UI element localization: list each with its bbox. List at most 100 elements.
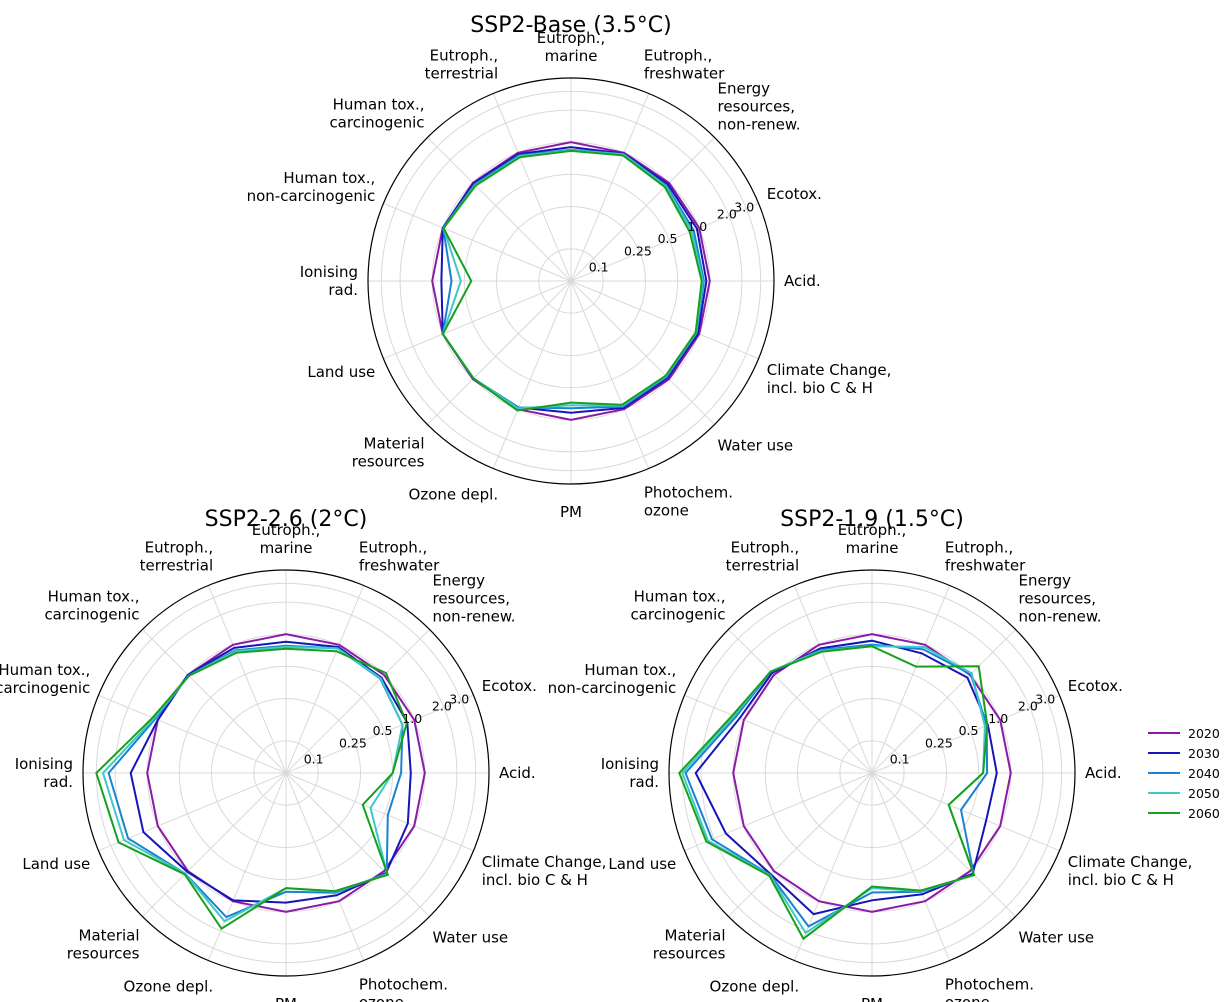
category-label: Human tox., carcinogenic: [44, 587, 139, 623]
category-label: PM: [275, 995, 297, 1002]
category-label: Eutroph., terrestrial: [425, 46, 498, 82]
category-label: Ionising rad.: [15, 755, 73, 791]
category-label: Acid.: [1085, 764, 1122, 782]
category-label: Water use: [433, 929, 509, 947]
legend-label-2060: 2060: [1188, 806, 1220, 821]
category-label: Material resources: [67, 927, 140, 963]
category-label: Ecotox.: [1068, 677, 1123, 695]
radial-tick-label: 0.25: [624, 243, 652, 258]
grid-spoke: [570, 202, 759, 282]
series-line-2030: [694, 639, 998, 916]
grid-spoke: [427, 137, 572, 282]
series-line-2050: [681, 645, 986, 935]
radial-tick-label: 1.0: [687, 219, 707, 234]
category-label: Eutroph., terrestrial: [140, 538, 213, 574]
category-label: Eutroph., marine: [838, 521, 906, 557]
radial-tick-label: 3.0: [1035, 691, 1055, 706]
category-label: Human tox.,non-carcinogenic: [247, 169, 376, 205]
category-label: Land use: [307, 363, 375, 381]
polar-frame: [367, 77, 775, 485]
grid-spoke: [871, 585, 951, 774]
grid-spoke: [871, 694, 1060, 774]
category-label: Energy resources, non-renew.: [718, 79, 801, 133]
radial-tick-label: 3.0: [734, 199, 754, 214]
category-label: Energy resources, non-renew.: [433, 571, 516, 625]
chart-title: SSP2-2.6 (2°C): [205, 507, 368, 532]
legend-label-2020: 2020: [1188, 726, 1220, 741]
grid-spoke: [871, 772, 1016, 917]
category-label: Land use: [22, 855, 90, 873]
grid-spoke: [427, 280, 572, 425]
legend-label-2050: 2050: [1188, 786, 1220, 801]
radar-panel-3: 0.1 0.25 0.5 1.0 2.03.0 Acid. Ecotox. Energy res…: [548, 507, 1193, 1002]
polar-frame: [82, 569, 490, 977]
series-line-2060: [95, 647, 408, 931]
category-label: PM: [560, 503, 582, 521]
grid-spoke: [142, 772, 287, 917]
category-label: Eutroph., freshwater: [945, 538, 1026, 574]
grid-spoke: [570, 280, 715, 425]
radial-tick-label: 3.0: [449, 691, 469, 706]
grid-spoke: [793, 772, 873, 961]
category-label: Water use: [1019, 929, 1095, 947]
radial-tick-label: 1.0: [402, 711, 422, 726]
grid-spoke: [285, 585, 365, 774]
grid-spoke: [383, 202, 572, 282]
grid-spoke: [570, 280, 759, 360]
series-line-2060: [678, 645, 989, 941]
grid-spoke: [871, 772, 951, 961]
series-line-2060: [441, 149, 703, 412]
radial-tick-label: 0.1: [890, 752, 910, 767]
category-label: Eutroph., terrestrial: [726, 538, 799, 574]
category-label: Eutroph., marine: [537, 29, 605, 65]
category-label: Land use: [608, 855, 676, 873]
category-label: Energy resources, non-renew.: [1019, 571, 1102, 625]
grid-spoke: [285, 772, 474, 852]
grid-spoke: [492, 280, 572, 469]
category-label: Ionising rad.: [300, 263, 358, 299]
radar-panel-2: 0.1 0.25 0.5 1.0 2.03.0 Acid. Ecotox. Energy res…: [0, 507, 606, 1002]
grid-spoke: [383, 280, 572, 360]
grid-spoke: [492, 93, 572, 282]
radial-tick-label: 0.5: [373, 723, 393, 738]
grid-spoke: [684, 772, 873, 852]
grid-spoke: [570, 137, 715, 282]
grid-spoke: [871, 629, 1016, 774]
category-label: Ozone depl.: [710, 978, 800, 996]
radial-tick-label: 0.5: [959, 723, 979, 738]
category-label: Climate Change, incl. bio C & H: [482, 853, 607, 889]
grid-spoke: [285, 629, 430, 774]
series-line-2020: [431, 141, 711, 421]
grid-spoke: [728, 629, 873, 774]
category-label: Material resources: [653, 927, 726, 963]
category-label: Ecotox.: [767, 185, 822, 203]
grid-spoke: [98, 694, 287, 774]
polar-frame: [668, 569, 1076, 977]
radar-panel-1: 0.1 0.25 0.5 1.0 2.03.0 Acid. Ecotox. Energy res…: [247, 13, 892, 521]
grid-spoke: [98, 772, 287, 852]
radial-tick-label: 0.25: [339, 735, 367, 750]
grid-spoke: [207, 772, 287, 961]
radial-tick-label: 2.0: [1018, 699, 1038, 714]
category-label: Climate Change, incl. bio C & H: [1068, 853, 1193, 889]
chart-title: SSP2-1.9 (1.5°C): [780, 507, 964, 532]
category-label: Eutroph., marine: [252, 521, 320, 557]
series-line-2030: [129, 640, 412, 904]
category-label: Ionising rad.: [601, 755, 659, 791]
radial-tick-label: 0.1: [304, 752, 324, 767]
category-label: Climate Change, incl. bio C & H: [767, 361, 892, 397]
radial-tick-label: 2.0: [432, 699, 452, 714]
radial-tick-label: 0.1: [589, 260, 609, 275]
grid-spoke: [871, 772, 1060, 852]
category-label: Human tox.,non-carcinogenic: [548, 661, 677, 697]
category-label: Acid.: [499, 764, 536, 782]
category-label: Water use: [718, 437, 794, 455]
radial-tick-label: 0.5: [658, 231, 678, 246]
legend: 2020 2030 2040 2050 2060: [1148, 726, 1220, 821]
grid-spoke: [728, 772, 873, 917]
category-label: Ozone depl.: [124, 978, 214, 996]
category-label: Acid.: [784, 272, 821, 290]
radial-tick-label: 2.0: [717, 207, 737, 222]
grid-spoke: [142, 629, 287, 774]
